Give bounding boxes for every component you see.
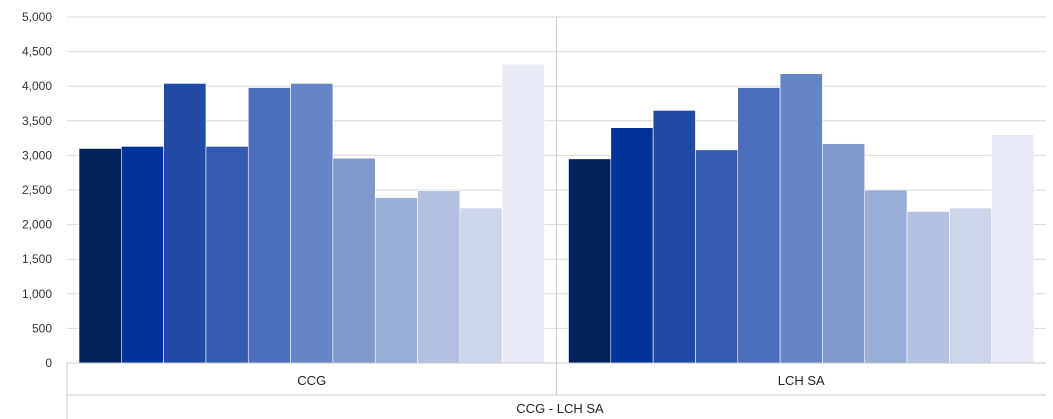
bar [949, 207, 992, 364]
y-tick-label: 4,500 [22, 45, 52, 59]
x-category-label: LCH SA [778, 373, 825, 388]
y-tick-label: 0 [45, 356, 52, 370]
bars [78, 63, 1035, 364]
bar [568, 158, 612, 364]
bar [121, 146, 164, 364]
bar [991, 134, 1035, 364]
bar [290, 83, 334, 364]
category-labels: CCG LCH SA [297, 373, 825, 388]
y-tick-label: 2,000 [22, 218, 52, 232]
bar [864, 189, 908, 364]
bar [652, 110, 696, 364]
y-tick-label: 3,500 [22, 114, 52, 128]
bar [459, 207, 503, 364]
bar [78, 148, 122, 364]
bar [779, 73, 823, 364]
y-tick-label: 4,000 [22, 79, 52, 93]
bar [610, 127, 654, 364]
y-tick-label: 2,500 [22, 183, 52, 197]
bar [417, 190, 461, 364]
bar [205, 146, 249, 364]
y-tick-label: 1,000 [22, 287, 52, 301]
y-tick-label: 3,000 [22, 148, 52, 162]
bar [822, 143, 866, 364]
bar [906, 211, 950, 364]
group-axis-label: CCG - LCH SA [516, 401, 604, 416]
y-tick-label: 5,000 [22, 10, 52, 24]
bar [247, 87, 291, 364]
y-tick-label: 1,500 [22, 252, 52, 266]
bar [163, 83, 207, 364]
bar [374, 197, 418, 364]
bar [501, 63, 545, 364]
y-axis-tick-labels: 0 500 1,000 1,500 2,000 2,500 3,000 3,500 4,000 4… [22, 10, 52, 370]
bar [332, 157, 376, 364]
bar [695, 149, 739, 364]
x-category-label: CCG [297, 373, 326, 388]
y-tick-label: 500 [32, 321, 52, 335]
axes [66, 17, 1046, 419]
bar [737, 87, 781, 364]
